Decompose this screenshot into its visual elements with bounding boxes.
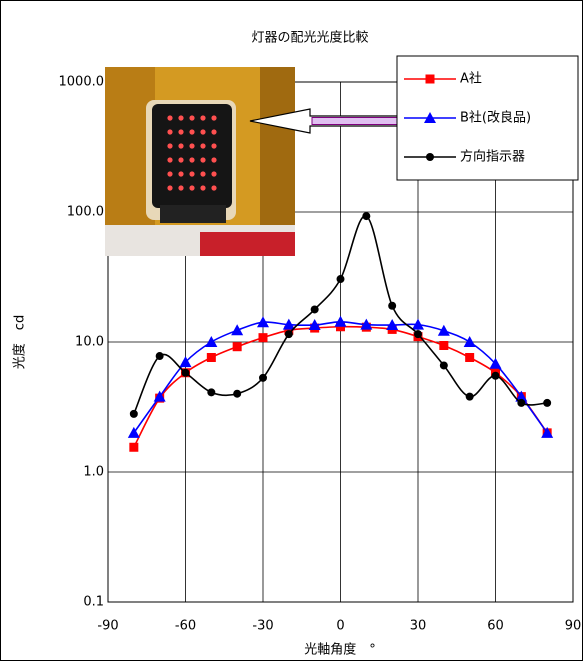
y-tick-label: 1.0 — [83, 465, 104, 480]
marker — [426, 75, 435, 84]
marker — [285, 330, 293, 338]
chart: 灯器の配光光度比較 光度 cd 光軸角度 ° 0.1 1.0 10.0 100.0 10… — [0, 0, 583, 661]
legend: A社 B社(改良品) 方向指示器 — [397, 56, 578, 180]
x-tick-label: 30 — [410, 619, 427, 634]
marker — [337, 275, 345, 283]
marker — [440, 361, 448, 369]
marker — [130, 410, 138, 418]
marker — [466, 393, 474, 401]
x-tick-label: -90 — [97, 619, 118, 634]
legend-label: 方向指示器 — [460, 149, 525, 165]
marker — [207, 388, 215, 396]
x-tick-label: -30 — [252, 619, 273, 634]
x-tick-label: 60 — [487, 619, 504, 634]
chart-title: 灯器の配光光度比較 — [251, 30, 368, 46]
marker — [129, 443, 138, 452]
marker — [362, 212, 370, 220]
y-axis-label: 光度 cd — [12, 315, 28, 369]
marker — [156, 352, 164, 360]
marker — [388, 302, 396, 310]
marker — [311, 305, 319, 313]
marker — [465, 353, 474, 362]
marker — [543, 399, 551, 407]
marker — [207, 353, 216, 362]
marker — [439, 341, 448, 350]
page: 灯器の配光光度比較 光度 cd 光軸角度 ° 0.1 1.0 10.0 100.0 10… — [0, 0, 583, 661]
marker — [259, 333, 268, 342]
marker — [517, 399, 525, 407]
marker — [233, 390, 241, 398]
y-tick-label: 0.1 — [83, 595, 104, 610]
x-tick-label: 0 — [336, 619, 344, 634]
marker — [426, 153, 434, 161]
y-tick-label: 10.0 — [75, 335, 104, 350]
inset-photo — [105, 67, 295, 256]
y-tick-label: 1000.0 — [59, 75, 105, 90]
x-axis-label: 光軸角度 ° — [304, 642, 376, 658]
x-tick-label: 90 — [565, 619, 582, 634]
marker — [414, 330, 422, 338]
x-tick-label: -60 — [175, 619, 196, 634]
marker — [182, 369, 190, 377]
marker — [259, 374, 267, 382]
legend-label: B社(改良品) — [460, 110, 531, 126]
y-tick-label: 100.0 — [67, 205, 104, 220]
marker — [233, 342, 242, 351]
marker — [492, 372, 500, 380]
legend-label: A社 — [460, 71, 482, 87]
